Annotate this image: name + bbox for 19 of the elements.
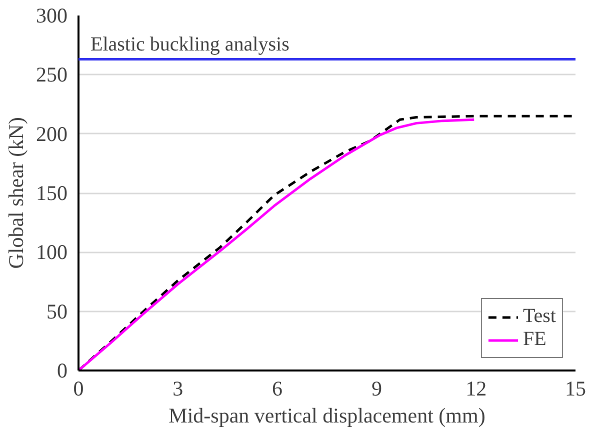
y-tick-label: 200 xyxy=(36,122,68,146)
x-tick-label: 6 xyxy=(272,376,283,400)
legend-label: FE xyxy=(522,328,546,351)
y-tick-label: 0 xyxy=(57,358,68,382)
line-series xyxy=(78,118,476,370)
x-tick-label: 0 xyxy=(73,376,84,400)
y-tick-label: 150 xyxy=(36,181,68,205)
x-tick-label: 12 xyxy=(466,376,487,400)
y-tick-label: 250 xyxy=(36,62,68,87)
x-tick-label: 9 xyxy=(371,376,382,400)
y-tick-label: 100 xyxy=(36,240,68,264)
x-tick-label: 3 xyxy=(172,376,184,400)
y-axis-title: Global shear (kN) xyxy=(4,117,28,269)
y-tick-label: 300 xyxy=(36,4,68,28)
y-tick-label: 50 xyxy=(46,299,68,324)
x-axis-title: Mid-span vertical displacement (mm) xyxy=(168,404,486,428)
x-tick-label: 15 xyxy=(565,376,586,400)
legend-label: Test xyxy=(522,305,556,328)
ref-line-label: Elastic buckling analysis xyxy=(90,33,290,56)
